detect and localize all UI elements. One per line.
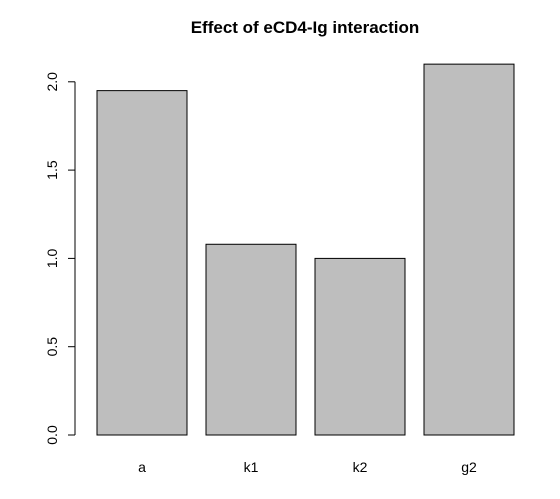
y-axis: 0.0 0.5 1.0 1.5 2.0 — [44, 72, 76, 445]
bar-k2 — [314, 257, 406, 436]
y-tick-label: 1.5 — [44, 160, 60, 180]
x-tick-label-k2: k2 — [353, 459, 368, 475]
x-tick-labels: a k1 k2 g2 — [138, 459, 477, 475]
bars-group — [96, 63, 515, 436]
x-tick-label-a: a — [138, 459, 146, 475]
chart-title: Effect of eCD4-Ig interaction — [191, 18, 420, 37]
bar-g2 — [423, 63, 515, 436]
bar-k1 — [205, 243, 297, 436]
bar-a — [96, 90, 188, 436]
y-tick-label: 1.0 — [44, 248, 60, 268]
y-tick-label: 0.5 — [44, 337, 60, 357]
x-tick-label-g2: g2 — [461, 459, 477, 475]
x-tick-label-k1: k1 — [244, 459, 259, 475]
y-tick-label: 2.0 — [44, 72, 60, 92]
y-tick-label: 0.0 — [44, 425, 60, 445]
